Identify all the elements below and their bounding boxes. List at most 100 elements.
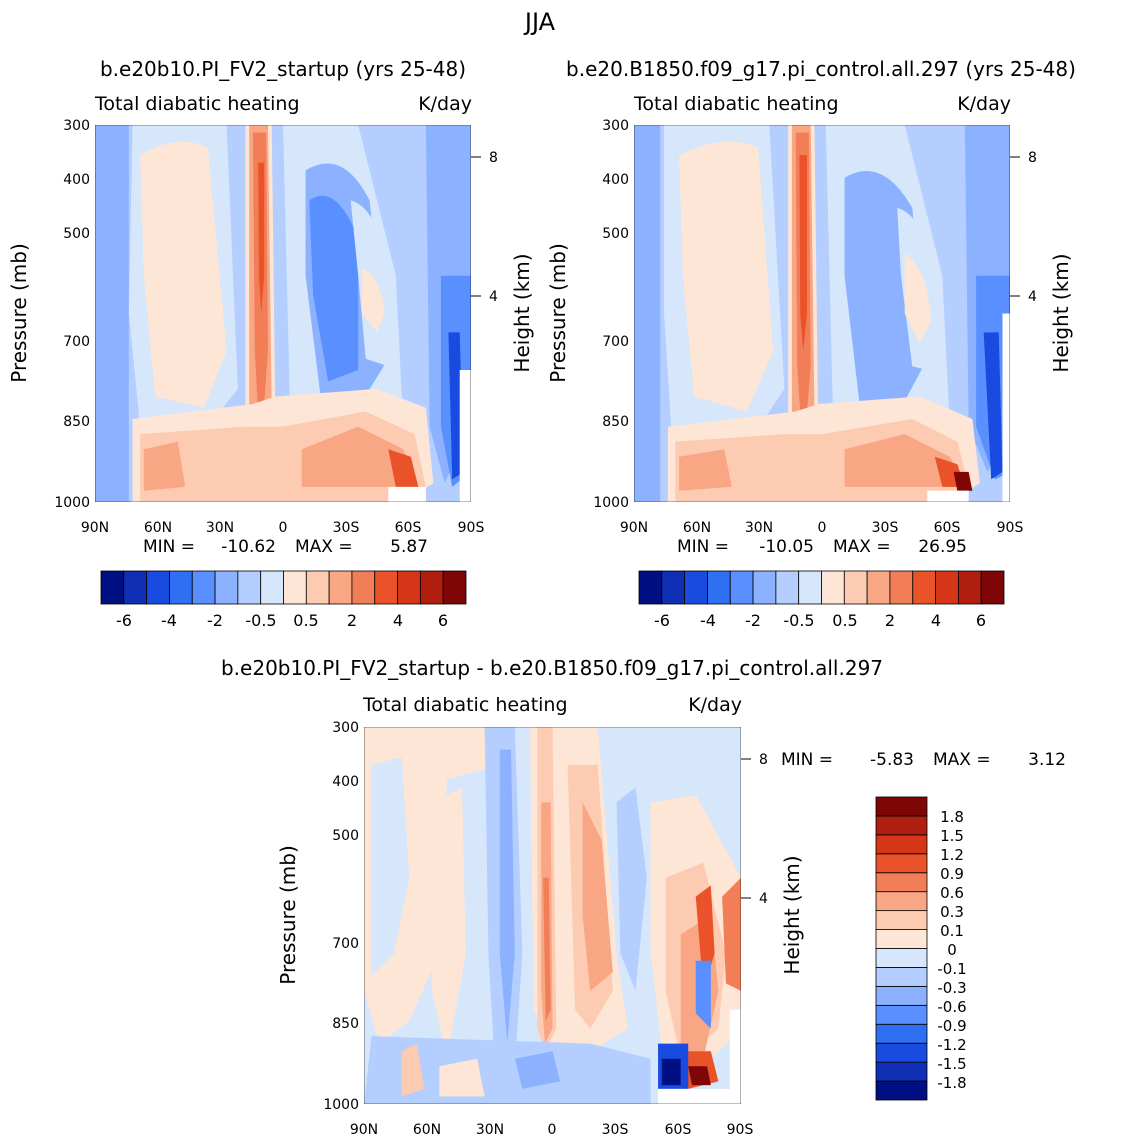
y-right-tick-label: 8 [759, 752, 768, 768]
min-label: MIN = [781, 750, 833, 770]
colorbar-cells [100, 570, 467, 605]
panel-title: b.e20b10.PI_FV2_startup (yrs 25-48) [100, 57, 466, 81]
min-value: -10.62 [221, 537, 276, 557]
colorbar-cell [374, 570, 398, 605]
colorbar-tick: -1.2 [937, 1036, 966, 1054]
colorbar-cells [875, 796, 928, 1101]
panel-difference: b.e20b10.PI_FV2_startup - b.e20.B1850.f0… [221, 656, 1066, 1138]
colorbar-cell [100, 570, 125, 605]
colorbar: -6 -4 -2 -0.5 0.5 2 4 6 [100, 570, 467, 630]
x-tick-label: 30S [602, 1122, 629, 1138]
panel-subtitle: Total diabatic heating [362, 694, 568, 716]
y-right-tick-label: 4 [759, 891, 768, 907]
colorbar-tick: 0.9 [940, 865, 964, 883]
colorbar-tick: -0.1 [937, 960, 966, 978]
panel-title: b.e20b10.PI_FV2_startup - b.e20.B1850.f0… [221, 656, 883, 680]
colorbar-tick: -2 [745, 611, 761, 630]
colorbar-tick: 0.5 [832, 611, 857, 630]
colorbar-cell [875, 853, 928, 874]
colorbar-cell [875, 1023, 928, 1044]
x-tick-label: 90S [997, 520, 1024, 536]
colorbar-tick: 1.2 [940, 846, 964, 864]
colorbar-tick: 1.5 [940, 827, 964, 845]
panel-subtitle: Total diabatic heating [94, 93, 300, 115]
colorbar-cell [843, 570, 868, 605]
y-right-tick-label: 4 [1028, 289, 1037, 305]
min-value: -10.05 [759, 537, 814, 557]
colorbar-cell [875, 796, 928, 817]
colorbar-cell [875, 1080, 928, 1101]
colorbar: 1.8 1.5 1.2 0.9 0.6 0.3 0.1 0 -0.1 -0.3 … [875, 796, 967, 1101]
colorbar-cell [875, 834, 928, 855]
min-label: MIN = [143, 537, 195, 557]
y-tick-label: 700 [602, 334, 629, 350]
colorbar-tick: 0.6 [940, 884, 964, 902]
colorbar-tick: 0.3 [940, 903, 964, 921]
colorbar-tick: 0.5 [293, 611, 318, 630]
colorbar-cell [283, 570, 307, 605]
colorbar-cell [442, 570, 467, 605]
y-axis-label: Pressure (mb) [276, 845, 300, 985]
x-tick-label: 0 [818, 520, 827, 536]
colorbar-cell [875, 910, 928, 930]
plot-area [95, 125, 471, 502]
x-tick-label: 30N [476, 1122, 504, 1138]
x-tick-label: 30N [745, 520, 773, 536]
y-axis-label: Pressure (mb) [7, 243, 31, 383]
colorbar-tick: 6 [976, 611, 986, 630]
colorbar-tick: 1.8 [940, 808, 964, 826]
panel-subtitle: Total diabatic heating [633, 93, 839, 115]
colorbar-cell [214, 570, 239, 605]
y-tick-label: 850 [602, 414, 629, 430]
right-axis: 8 4 [1010, 150, 1037, 305]
y-tick-label: 300 [63, 118, 90, 134]
colorbar-cell [875, 929, 928, 949]
x-tick-label: 90N [350, 1122, 378, 1138]
plot-area [364, 727, 741, 1104]
y-right-tick-label: 8 [1028, 150, 1037, 166]
colorbar-cells [638, 570, 1005, 605]
colorbar-tick: 2 [347, 611, 357, 630]
y-tick-label: 850 [332, 1016, 359, 1032]
colorbar-cell [328, 570, 353, 605]
colorbar-cell [798, 570, 822, 605]
y-axis-right-label: Height (km) [510, 253, 534, 372]
colorbar-cell [305, 570, 330, 605]
x-axis: 90N 60N 30N 0 30S 60S 90S [620, 520, 1024, 536]
stats: MIN = -10.62 MAX = 5.87 [143, 537, 428, 557]
panel-units: K/day [418, 93, 472, 115]
colorbar-tick: 4 [931, 611, 941, 630]
colorbar-cell [775, 570, 800, 605]
colorbar-tick: 0 [947, 941, 957, 959]
x-tick-label: 30N [206, 520, 234, 536]
max-value: 3.12 [1028, 750, 1066, 770]
min-value: -5.83 [870, 750, 914, 770]
x-tick-label: 30S [333, 520, 360, 536]
colorbar-cell [935, 570, 959, 605]
y-tick-label: 850 [63, 414, 90, 430]
panel-model: b.e20b10.PI_FV2_startup (yrs 25-48) Tota… [7, 57, 534, 630]
y-right-tick-label: 8 [489, 150, 498, 166]
colorbar-tick: 2 [885, 611, 895, 630]
x-tick-label: 90S [727, 1122, 754, 1138]
y-tick-label: 700 [332, 936, 359, 952]
colorbar-cell [866, 570, 891, 605]
colorbar-cell [397, 570, 421, 605]
x-tick-label: 0 [279, 520, 288, 536]
x-tick-label: 0 [548, 1122, 557, 1138]
colorbar-tick: -1.5 [937, 1055, 966, 1073]
colorbar-cell [752, 570, 777, 605]
y-tick-label: 400 [63, 172, 90, 188]
colorbar-cell [875, 985, 928, 1006]
colorbar-cell [889, 570, 914, 605]
x-tick-label: 90N [81, 520, 109, 536]
min-label: MIN = [677, 537, 729, 557]
colorbar-tick: -6 [116, 611, 132, 630]
y-axis: 300 400 500 700 850 1000 [323, 720, 359, 1113]
colorbar-cell [146, 570, 170, 605]
colorbar-cell [419, 570, 444, 605]
y-tick-label: 400 [602, 172, 629, 188]
max-value: 5.87 [390, 537, 428, 557]
x-axis: 90N 60N 30N 0 30S 60S 90S [350, 1122, 754, 1138]
colorbar-tick: -4 [700, 611, 716, 630]
